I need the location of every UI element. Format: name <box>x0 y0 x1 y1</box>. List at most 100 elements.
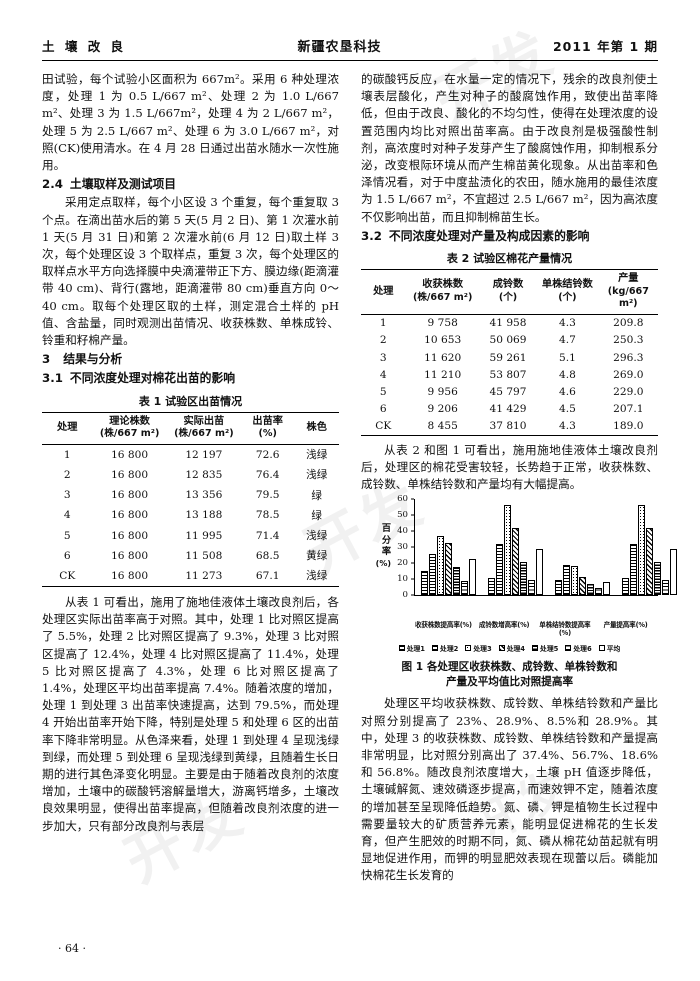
table-row: 6 16 800 11 508 68.5 黄绿 <box>42 546 339 566</box>
cell-theoretical: 16 800 <box>111 529 149 542</box>
table1-col-color: 株色 <box>306 421 327 433</box>
chart-bar <box>453 566 460 596</box>
chart-y-tick-label: 10 <box>397 574 408 585</box>
table-row: 6 9 206 41 429 4.5 207.1 <box>361 400 658 417</box>
cell-yield: 269.0 <box>613 368 644 381</box>
chart-bar <box>536 549 543 596</box>
heading-text: 不同浓度处理对棉花出苗的影响 <box>69 371 236 386</box>
chart-y-tick-label: 60 <box>397 494 408 505</box>
table-row: 2 10 653 50 069 4.7 250.3 <box>361 332 658 349</box>
heading-2-4: 2.4 土壤取样及测试项目 <box>42 176 339 193</box>
table2-title: 表 2 试验区棉花产量情况 <box>446 252 573 266</box>
running-head-section: 土 壤 改 良 <box>42 39 127 54</box>
chart-bar <box>603 581 610 596</box>
chart-bar <box>520 561 527 596</box>
table2-col-bolls-per-plant: 单株结铃数 (个) <box>541 279 593 303</box>
table2-header-row: 处理 收获株数 (株/667 m²) 成铃数 (个) 单株结铃数 (个) <box>361 269 658 315</box>
cell-theoretical: 16 800 <box>111 549 149 562</box>
header-rule <box>42 60 658 61</box>
chart-bar-group <box>616 499 683 596</box>
chart-legend-swatch <box>432 645 439 652</box>
cell-actual: 11 273 <box>185 569 223 582</box>
chart-y-tick-label: 50 <box>397 510 408 521</box>
table2-col-harvested: 收获株数 (株/667 m²) <box>412 279 473 303</box>
table-row: 2 16 800 12 835 76.4 浅绿 <box>42 465 339 485</box>
two-column-layout: 田试验，每个试验小区面积为 667m²。采用 6 种处理浓度，处理 1 为 0.… <box>42 71 677 885</box>
cell-bolls-per-plant: 4.5 <box>558 403 576 416</box>
heading-number: 2.4 <box>42 177 63 192</box>
cell-actual: 12 197 <box>185 448 223 461</box>
table2-col-treatment: 处理 <box>373 285 394 297</box>
chart-bar <box>638 504 645 596</box>
cell-harvested: 11 620 <box>424 351 462 364</box>
table2-body: 1 9 758 41 958 4.3 209.8 2 10 653 50 069… <box>361 314 658 435</box>
cell-yield: 207.1 <box>613 403 644 416</box>
cell-treatment: 6 <box>379 403 387 416</box>
cell-bolls-per-plant: 4.3 <box>558 420 576 433</box>
chart-plot-area: 0 10 20 30 40 50 60 <box>393 494 677 603</box>
table1-header-row: 处理 理论株数 (株/667 m²) 实际出苗 (株/667 m²) 出苗率 <box>42 412 339 444</box>
paragraph-sampling-method: 采用定点取样，每个小区设 3 个重复，每个重复取 3 个点。在滴出苗水后的第 5… <box>42 195 339 348</box>
cell-color: 绿 <box>311 489 323 502</box>
cell-bolls-per-plant: 5.1 <box>558 351 576 364</box>
chart-bar <box>437 535 444 596</box>
cell-bolls-per-plant: 4.3 <box>558 317 576 330</box>
cell-color: 浅绿 <box>306 469 328 482</box>
cell-rate: 68.5 <box>255 549 280 562</box>
chart-legend-label: 处理1 <box>406 645 426 654</box>
table-row: CK 8 455 37 810 4.3 189.0 <box>361 418 658 435</box>
chart-bar <box>579 576 586 596</box>
cell-treatment: 2 <box>379 334 387 347</box>
figure-1-caption: 图 1 各处理区收获株数、成铃数、单株铃数和 产量及平均值比对照提高率 <box>361 660 658 690</box>
chart-legend-swatch <box>532 645 539 652</box>
chart-x-tick-labels: 收获株数提高率(%) 成铃数增高率(%) 单株结铃数提高率(%) 产量提高率(%) <box>413 619 656 637</box>
table1-col-treatment: 处理 <box>57 421 78 433</box>
table1-col-theoretical: 理论株数 (株/667 m²) <box>99 415 160 440</box>
chart-bar <box>469 558 476 596</box>
chart-legend-swatch <box>398 645 405 652</box>
table-yield: 处理 收获株数 (株/667 m²) 成铃数 (个) 单株结铃数 (个) <box>361 269 658 435</box>
cell-theoretical: 16 800 <box>111 489 149 502</box>
heading-number: 3 <box>42 352 51 367</box>
chart-y-tick-label: 0 <box>402 590 408 601</box>
chart-bar <box>662 580 669 596</box>
cell-color: 浅绿 <box>306 570 328 583</box>
table2-col-yield: 产量 (kg/667 m²) <box>607 273 649 310</box>
cell-theoretical: 16 800 <box>111 448 149 461</box>
table2-head: 处理 收获株数 (株/667 m²) 成铃数 (个) 单株结铃数 (个) <box>361 269 658 315</box>
chart-container: 百 分 率 (%) 0 10 20 30 40 50 60 <box>361 494 677 617</box>
chart-legend-swatch <box>565 645 572 652</box>
cell-actual: 11 995 <box>185 529 223 542</box>
paragraph-acidification: 的碳酸钙反应，在水量一定的情况下，残余的改良剂使土壤表层酸化，产生对种子的酸腐蚀… <box>361 72 658 224</box>
cell-bolls: 37 810 <box>489 420 527 433</box>
chart-legend-item: 处理5 <box>532 643 558 653</box>
left-column: 田试验，每个试验小区面积为 667m²。采用 6 种处理浓度，处理 1 为 0.… <box>42 71 339 885</box>
cell-yield: 189.0 <box>613 420 644 433</box>
cell-treatment: 5 <box>63 529 71 542</box>
cell-treatment: CK <box>59 569 76 582</box>
y-axis-title-char: (%) <box>375 558 391 568</box>
chart-bar <box>555 579 562 596</box>
chart-y-tick-mark <box>411 546 414 548</box>
cell-treatment: 1 <box>63 448 71 461</box>
table-emergence: 处理 理论株数 (株/667 m²) 实际出苗 (株/667 m²) 出苗率 <box>42 412 339 586</box>
chart-legend-item: 处理1 <box>398 643 426 654</box>
chart-y-tick-label: 40 <box>397 526 408 537</box>
cell-treatment: 3 <box>379 351 387 364</box>
chart-bar <box>461 581 468 596</box>
cell-actual: 11 508 <box>185 549 223 562</box>
chart-legend-swatch <box>598 645 605 652</box>
running-head-issue: 2011 年第 1 期 <box>552 39 658 54</box>
table-row: 3 16 800 13 356 79.5 绿 <box>42 485 339 505</box>
chart-legend-item: 处理2 <box>432 643 458 653</box>
paragraph-nutrient-discussion: 处理区平均收获株数、成铃数、单株结铃数和产量比对照分别提高了 23%、28.9%… <box>361 696 658 883</box>
chart-bar <box>528 580 535 596</box>
cell-theoretical: 16 800 <box>111 468 149 481</box>
table-row: 5 9 956 45 797 4.6 229.0 <box>361 383 658 400</box>
cell-color: 浅绿 <box>306 530 328 542</box>
cell-color: 浅绿 <box>306 449 328 462</box>
figure-1: 百 分 率 (%) 0 10 20 30 40 50 60 收获株数提高率(%) 成铃数增高率… <box>361 494 677 690</box>
cell-bolls: 50 069 <box>489 334 527 347</box>
y-axis-title-char: 百 <box>381 523 391 535</box>
chart-bar <box>421 570 428 596</box>
